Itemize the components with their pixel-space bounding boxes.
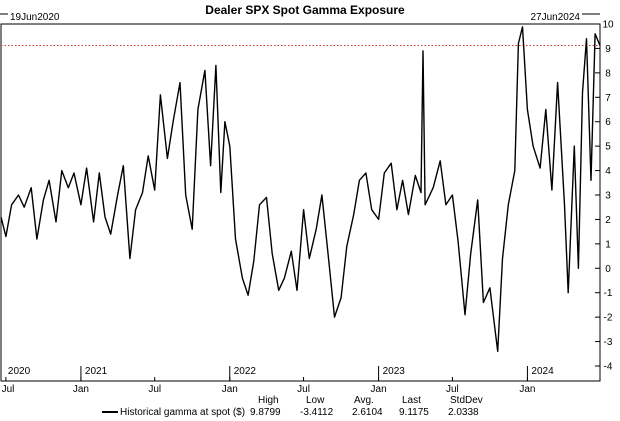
stat-header-low: Low bbox=[306, 395, 325, 406]
month-label: Jul bbox=[2, 384, 15, 395]
y-tick-label: 10 bbox=[602, 20, 614, 31]
y-tick-label: -3 bbox=[604, 337, 613, 348]
stat-value-stddev: 2.0338 bbox=[448, 407, 479, 418]
month-label: Jan bbox=[73, 384, 89, 395]
month-label: Jan bbox=[222, 384, 238, 395]
month-label: Jul bbox=[297, 384, 310, 395]
plot-frame bbox=[0, 23, 601, 382]
stat-header-avg: Avg. bbox=[354, 395, 374, 406]
y-tick-label: 1 bbox=[605, 239, 611, 250]
year-label: 2023 bbox=[383, 366, 406, 377]
stat-header-high: High bbox=[258, 395, 279, 406]
y-tick-label: 4 bbox=[605, 166, 611, 177]
y-tick-label: 5 bbox=[605, 142, 611, 153]
legend: Historical gamma at spot ($) High Low Av… bbox=[102, 395, 483, 418]
y-tick-label: -2 bbox=[604, 313, 613, 324]
month-label: Jul bbox=[446, 384, 459, 395]
month-label: Jul bbox=[148, 384, 161, 395]
month-label: Jan bbox=[519, 384, 535, 395]
y-tick-label: 6 bbox=[605, 117, 611, 128]
y-tick-label: 9 bbox=[605, 44, 611, 55]
y-tick-label: 3 bbox=[605, 191, 611, 202]
y-tick-label: 8 bbox=[605, 68, 611, 79]
y-tick-label: -4 bbox=[604, 362, 613, 373]
stat-header-stddev: StdDev bbox=[450, 395, 483, 406]
end-date-label: 27Jun2024 bbox=[531, 12, 581, 23]
month-label: Jan bbox=[371, 384, 387, 395]
stat-value-high: 9.8799 bbox=[250, 407, 281, 418]
y-tick-label: 2 bbox=[605, 215, 611, 226]
series-group bbox=[0, 26, 601, 352]
year-label: 2024 bbox=[531, 366, 554, 377]
y-tick-label: -1 bbox=[604, 288, 613, 299]
year-label: 2020 bbox=[8, 366, 31, 377]
stat-value-avg: 2.6104 bbox=[352, 407, 383, 418]
series-line bbox=[0, 26, 601, 352]
year-label: 2022 bbox=[234, 366, 257, 377]
stat-value-low: -3.4112 bbox=[300, 407, 334, 418]
x-axis: 2020 2021 2022 2023 2024 Jul Jan Jul Jan Jul Jan Ju… bbox=[2, 366, 554, 395]
y-tick-label: 0 bbox=[605, 264, 611, 275]
year-label: 2021 bbox=[85, 366, 108, 377]
stat-header-last: Last bbox=[402, 395, 421, 406]
y-tick-label: 7 bbox=[605, 93, 611, 104]
legend-label: Historical gamma at spot ($) bbox=[120, 407, 245, 418]
start-date-label: 19Jun2020 bbox=[10, 12, 60, 23]
stat-value-last: 9.1175 bbox=[399, 407, 429, 418]
chart-title: Dealer SPX Spot Gamma Exposure bbox=[205, 3, 405, 17]
